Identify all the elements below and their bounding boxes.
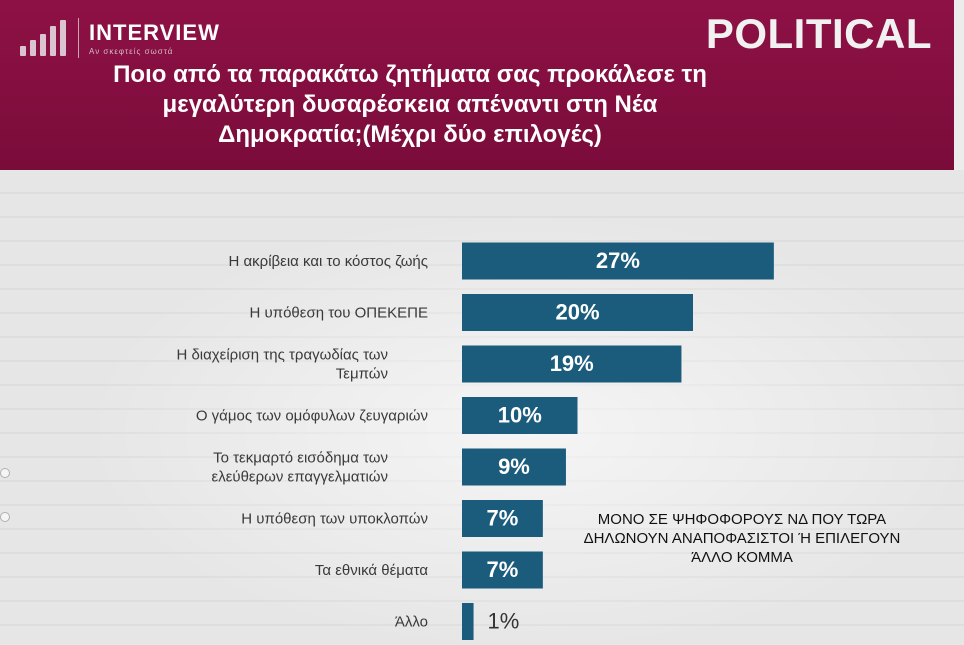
brand-title: POLITICAL bbox=[705, 10, 932, 57]
logo-name: INTERVIEW bbox=[89, 20, 220, 45]
bar bbox=[462, 397, 578, 434]
category-label: Η υπόθεση του ΟΠΕΚΕΠΕ bbox=[250, 305, 428, 322]
logo-divider bbox=[78, 18, 79, 58]
category-label: Η υπόθεση των υποκλοπών bbox=[241, 511, 428, 528]
logo-text: INTERVIEW Αν σκεφτείς σωστά bbox=[89, 20, 220, 56]
bar bbox=[462, 551, 543, 589]
value-label: 19% bbox=[550, 351, 594, 376]
bar bbox=[462, 294, 693, 331]
value-label: 7% bbox=[487, 557, 519, 582]
value-label: 1% bbox=[488, 608, 520, 633]
value-label: 10% bbox=[498, 402, 542, 427]
category-label: Το τεκμαρτό εισόδημα των ελεύθερων επαγγε… bbox=[212, 450, 388, 486]
bars-icon bbox=[20, 20, 66, 56]
value-label: 7% bbox=[487, 505, 519, 530]
side-dot bbox=[0, 512, 10, 522]
side-dot bbox=[0, 468, 10, 478]
bar bbox=[462, 448, 566, 486]
category-label: Η διαχείριση της τραγωδίας των Τεμπών bbox=[176, 347, 388, 383]
bar bbox=[462, 500, 543, 537]
logo-tagline: Αν σκεφτείς σωστά bbox=[89, 47, 174, 56]
value-label: 20% bbox=[555, 299, 599, 324]
value-label: 9% bbox=[498, 454, 530, 479]
category-label: Τα εθνικά θέματα bbox=[315, 562, 428, 579]
bar bbox=[462, 242, 774, 280]
chart-header: INTERVIEW Αν σκεφτείς σωστά POLITICAL Πο… bbox=[0, 0, 954, 170]
chart-question: Ποιο από τα παρακάτω ζητήματα σας προκάλ… bbox=[113, 61, 707, 148]
value-label: 27% bbox=[596, 248, 640, 273]
category-label: Η ακρίβεια και το κόστος ζωής bbox=[229, 253, 429, 270]
bar bbox=[462, 345, 682, 383]
sample-note: ΜΟΝΟ ΣΕ ΨΗΦΟΦΟΡΟΥΣ ΝΔ ΠΟΥ ΤΩΡΑ ΔΗΛΩΝΟΥΝ … bbox=[583, 511, 901, 566]
category-label: Άλλο bbox=[395, 614, 428, 631]
category-label: Ο γάμος των ομόφυλων ζευγαριών bbox=[196, 408, 428, 425]
bar bbox=[462, 603, 474, 640]
interview-logo: INTERVIEW Αν σκεφτείς σωστά bbox=[20, 16, 220, 60]
